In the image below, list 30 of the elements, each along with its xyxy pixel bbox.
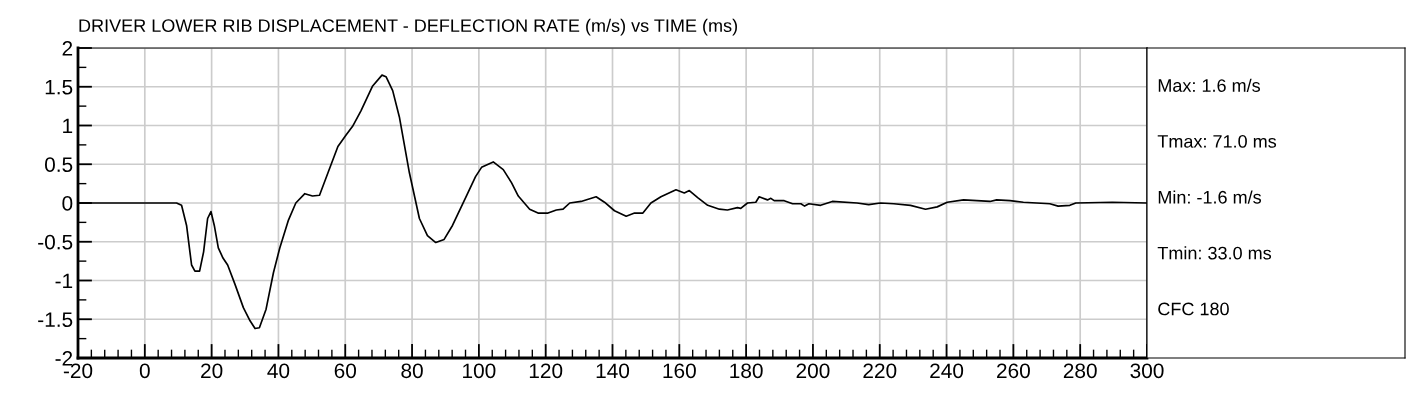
x-tick-label: 160: [663, 363, 696, 379]
chart-title: DRIVER LOWER RIB DISPLACEMENT - DEFLECTION RATE (m/s) vs TIME (ms): [79, 18, 737, 36]
x-tick-label: 60: [334, 363, 357, 379]
x-tick-label: 240: [930, 363, 964, 379]
x-tick-label: 0: [139, 363, 150, 379]
y-tick-label: -1.5: [38, 312, 73, 327]
y-tick-label: 0.5: [44, 157, 73, 172]
y-tick-label: 0: [62, 196, 73, 211]
x-tick-label: 220: [863, 363, 897, 379]
x-tick-label: 100: [463, 363, 496, 379]
y-tick-label: 1: [63, 118, 73, 134]
text: CFC 180: [1158, 302, 1229, 316]
x-tick-label: 180: [730, 363, 763, 379]
x-tick-label: 200: [796, 363, 830, 379]
x-tick-label: 140: [596, 363, 630, 379]
x-tick-label: 120: [529, 363, 563, 379]
y-tick-label: 2: [62, 41, 73, 56]
x-tick-label: 300: [1130, 363, 1164, 379]
x-tick-label: 280: [1063, 363, 1097, 379]
y-tick-label: -0.5: [38, 234, 73, 250]
y-tick-label: 1.5: [45, 79, 73, 95]
y-tick-label: -1: [55, 273, 73, 289]
x-tick-label: 20: [201, 363, 223, 379]
text: Max: 1.6 m/s: [1158, 78, 1261, 92]
x-tick-label: 40: [267, 363, 290, 379]
text: Tmax: 71.0 ms: [1157, 135, 1277, 148]
x-tick-label: 260: [997, 363, 1030, 379]
text: Min: -1.6 m/s: [1158, 190, 1262, 204]
text: Tmin: 33.0 ms: [1157, 246, 1272, 260]
x-tick-label: 80: [401, 363, 423, 379]
